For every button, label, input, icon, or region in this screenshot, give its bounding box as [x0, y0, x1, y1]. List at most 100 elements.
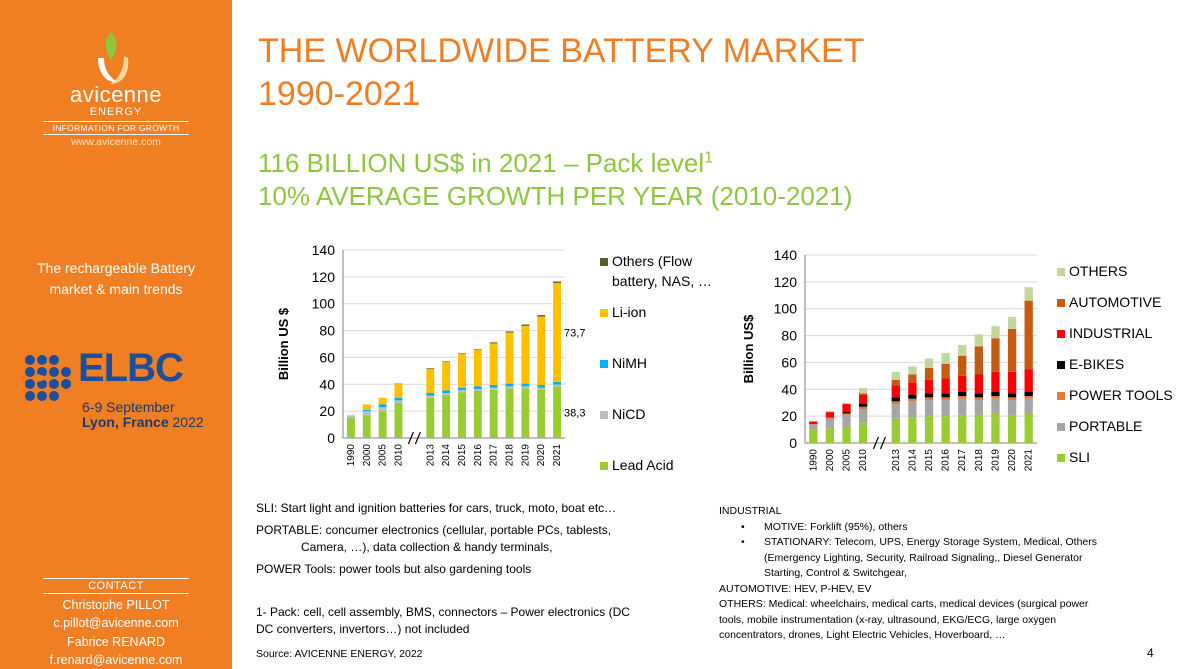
bar-automotive [974, 346, 983, 375]
page-number: 4 [1147, 646, 1154, 660]
bar-industrial [908, 382, 917, 395]
bar-automotive [924, 367, 934, 380]
bar-nicd [346, 415, 355, 418]
bar-automotive [891, 379, 900, 386]
y-tick-label: 40 [781, 381, 797, 397]
bar-power-tools [1024, 396, 1033, 399]
bar-others [825, 410, 835, 413]
contact-person1-email[interactable]: c.pillot@avicenne.com [53, 616, 179, 630]
bar-li-ion [537, 316, 546, 385]
bar-others [1024, 287, 1033, 301]
bar-lead-acid [473, 391, 482, 438]
subtitle-line1: 116 BILLION US$ in 2021 – Pack level1 [258, 147, 852, 180]
bar-sli [825, 428, 835, 443]
bar-lead-acid [346, 417, 355, 438]
bar-e-bikes [859, 404, 868, 407]
bar-others [891, 371, 900, 380]
x-tick-label: 1990 [346, 444, 357, 467]
note-industrial-heading: INDUSTRIAL [719, 505, 782, 517]
x-tick-label: 2013 [891, 449, 902, 472]
bar-nicd [426, 395, 435, 398]
x-tick-label: 2014 [907, 449, 918, 472]
bar-portable [891, 404, 900, 419]
y-tick-label: 20 [781, 408, 797, 424]
elbc-name: ELBC [78, 346, 184, 390]
bar-industrial [825, 412, 835, 418]
bar-power-tools [908, 398, 917, 402]
bar-nimh [362, 409, 371, 412]
elbc-location: Lyon, France 2022 [82, 415, 204, 430]
bar-others [991, 326, 1000, 339]
bar-lead-acid [378, 411, 387, 438]
legend-label-portable: PORTABLE [1069, 418, 1142, 434]
slide-title-line1: THE WORLDWIDE BATTERY MARKET [258, 32, 865, 70]
subtitle-footnote-ref: 1 [704, 149, 714, 167]
x-tick-label: 2000 [825, 449, 836, 472]
bar-others [924, 358, 934, 368]
bar-portable [1024, 398, 1033, 414]
x-tick-label: 2021 [1024, 449, 1035, 472]
slide-subtitle: 116 BILLION US$ in 2021 – Pack level1 10… [258, 147, 852, 213]
x-tick-label: 2020 [536, 444, 547, 467]
bar-e-bikes [1007, 393, 1017, 398]
x-tick-label: 2018 [505, 444, 516, 467]
bar-nimh [521, 383, 530, 387]
y-tick-label: 80 [781, 328, 797, 344]
note-others-line2: tools, mobile instrumentation (x-ray, ul… [719, 613, 1057, 626]
bar-industrial [842, 404, 851, 413]
x-tick-label: 2015 [924, 449, 935, 472]
bar-others-flow-battery-nas [553, 281, 562, 283]
bar-lead-acid [537, 389, 546, 438]
bar-others [941, 353, 950, 364]
bar-li-ion [521, 325, 530, 384]
x-tick-label: 2017 [957, 449, 968, 472]
bar-others [842, 402, 851, 405]
bar-portable [859, 409, 868, 423]
logo-website-link[interactable]: www.avicenne.com [71, 136, 161, 148]
bar-portable [908, 401, 917, 418]
bar-lead-acid [553, 386, 562, 438]
legend-swatch-automotive [1057, 299, 1065, 307]
bar-lead-acid [426, 397, 435, 438]
bar-portable [825, 418, 835, 429]
bar-power-tools [842, 413, 851, 415]
bar-industrial [1024, 369, 1033, 392]
bar-e-bikes [958, 391, 967, 396]
legend-label-sli: SLI [1069, 449, 1090, 465]
y-tick-label: 140 [774, 247, 798, 263]
bar-nimh [442, 390, 451, 394]
legend-swatch-sli [1057, 454, 1065, 462]
note-sli: SLI: Start light and ignition batteries … [256, 501, 617, 515]
bar-power-tools [825, 417, 835, 419]
bar-nimh [394, 397, 403, 401]
bar-portable [974, 400, 983, 415]
application-notes: INDUSTRIAL MOTIVE: Forklift (95%), other… [719, 504, 1149, 644]
bar-others [1007, 316, 1017, 329]
bar-others-flow-battery-nas [489, 342, 498, 344]
y-tick-label: 140 [312, 242, 336, 258]
bar-automotive [941, 363, 950, 379]
note-portable-line1: PORTABLE: concumer electronics (cellular… [256, 523, 612, 537]
bar-sli [908, 417, 917, 443]
contact-person2-email[interactable]: f.renard@avicenne.com [49, 653, 183, 667]
bar-li-ion [458, 354, 466, 388]
x-tick-label: 2021 [552, 444, 563, 467]
note-portable-line2: Camera, …), data collection & handy term… [301, 540, 553, 554]
x-tick-label: 2005 [378, 444, 389, 467]
elbc-city: Lyon, France [82, 414, 169, 430]
bar-others-flow-battery-nas [521, 324, 530, 326]
footnote-line2: DC converters, invertors…) not included [256, 622, 470, 636]
bar-portable [809, 424, 818, 430]
bar-others-flow-battery-nas [505, 331, 514, 333]
bar-lead-acid [505, 388, 514, 438]
axis-break-mark [879, 436, 887, 450]
axis-break-mark [414, 431, 421, 445]
sidebar: avicenne ENERGY INFORMATION FOR GROWTH w… [0, 0, 232, 669]
bar-nimh [426, 393, 435, 396]
x-tick-label: 2000 [362, 444, 373, 467]
bar-others [859, 387, 868, 394]
bar-nicd [489, 387, 498, 390]
bar-others [908, 366, 917, 375]
legend-label-others-flow-battery-nas: Others (Flow [612, 253, 693, 269]
x-tick-label: 2005 [842, 449, 853, 472]
